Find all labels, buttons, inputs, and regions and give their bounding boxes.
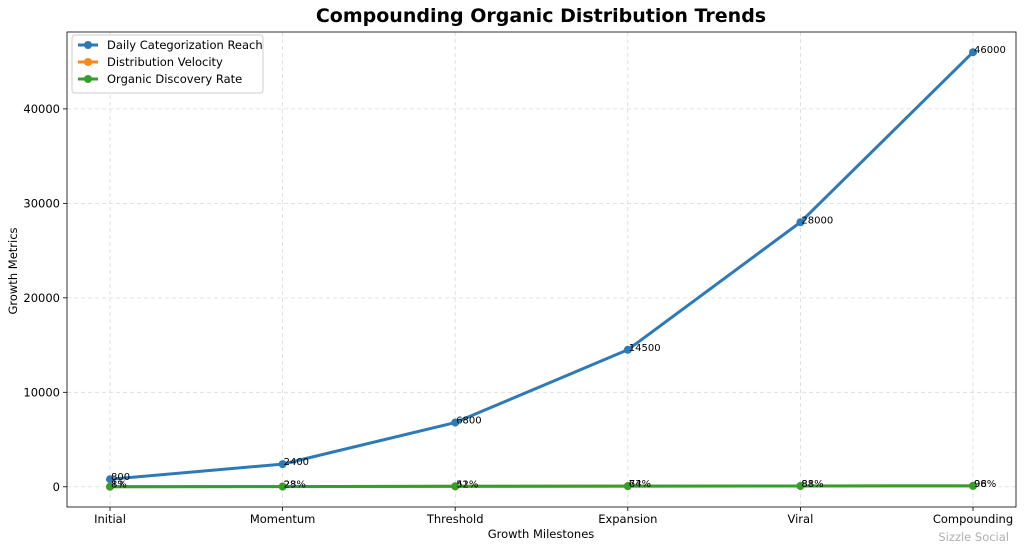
data-label: 12 bbox=[111, 480, 124, 491]
y-axis-title: Growth Metrics bbox=[6, 227, 20, 314]
data-label: 46000 bbox=[974, 45, 1006, 56]
data-label: 14500 bbox=[629, 343, 661, 354]
legend-marker bbox=[84, 58, 92, 66]
x-tick-label: Viral bbox=[788, 512, 814, 526]
data-point bbox=[969, 48, 977, 57]
data-label: 6800 bbox=[456, 416, 481, 427]
x-tick-label: Expansion bbox=[598, 512, 657, 526]
x-axis-title: Growth Milestones bbox=[488, 527, 595, 541]
data-point bbox=[106, 475, 114, 484]
data-point bbox=[623, 345, 632, 354]
x-tick-label: Compounding bbox=[933, 512, 1013, 526]
data-point bbox=[278, 482, 287, 491]
data-label: 98 bbox=[974, 479, 987, 490]
y-tick-label: 20000 bbox=[23, 291, 60, 305]
data-label: 23% bbox=[284, 480, 306, 491]
data-label: 73 bbox=[629, 479, 642, 490]
data-label: 96% bbox=[974, 479, 996, 490]
watermark: Sizzle Social bbox=[938, 530, 1009, 544]
data-point bbox=[969, 481, 977, 490]
data-label: 2400 bbox=[284, 457, 309, 468]
series-group: 8% 23% 52% 64% 88% 96% bbox=[106, 479, 996, 491]
legend: Daily Categorization Reach Distribution V… bbox=[71, 34, 264, 94]
legend-label: Organic Discovery Rate bbox=[107, 72, 242, 86]
legend-label: Daily Categorization Reach bbox=[107, 38, 263, 52]
series-line bbox=[108, 484, 975, 489]
data-label: 8% bbox=[111, 480, 127, 491]
series-line bbox=[108, 50, 975, 481]
data-label: 64% bbox=[629, 479, 651, 490]
data-label: 28000 bbox=[801, 215, 833, 226]
plot-frame bbox=[66, 31, 1017, 508]
data-label: 800 bbox=[111, 472, 130, 483]
series-group: 800 2400 6800 14500 28000 46000 bbox=[106, 45, 1006, 484]
data-point bbox=[106, 482, 114, 491]
y-tick-label: 30000 bbox=[23, 196, 60, 210]
legend-marker bbox=[84, 75, 92, 83]
data-label: 28 bbox=[284, 480, 297, 491]
data-point bbox=[451, 482, 460, 491]
data-point bbox=[796, 481, 805, 490]
y-tick-label: 10000 bbox=[23, 385, 60, 399]
x-tick-label: Threshold bbox=[426, 512, 484, 526]
legend-marker bbox=[84, 41, 92, 49]
x-axis: Initial Momentum Threshold Expansion Viral Co… bbox=[94, 507, 1013, 526]
chart-title: Compounding Organic Distribution Trends bbox=[316, 5, 766, 27]
y-axis: 0 10000 20000 30000 40000 bbox=[23, 102, 67, 494]
data-label: 52% bbox=[456, 479, 478, 490]
data-point bbox=[278, 460, 287, 469]
y-tick-label: 0 bbox=[53, 480, 60, 494]
data-point bbox=[451, 418, 460, 427]
data-label: 88% bbox=[801, 479, 823, 490]
x-tick-label: Initial bbox=[94, 512, 126, 526]
grid bbox=[67, 32, 1016, 507]
x-tick-label: Momentum bbox=[250, 512, 316, 526]
data-point bbox=[796, 218, 805, 227]
data-point bbox=[623, 482, 632, 491]
legend-box bbox=[71, 34, 264, 94]
y-tick-label: 40000 bbox=[23, 102, 60, 116]
legend-label: Distribution Velocity bbox=[107, 55, 223, 69]
